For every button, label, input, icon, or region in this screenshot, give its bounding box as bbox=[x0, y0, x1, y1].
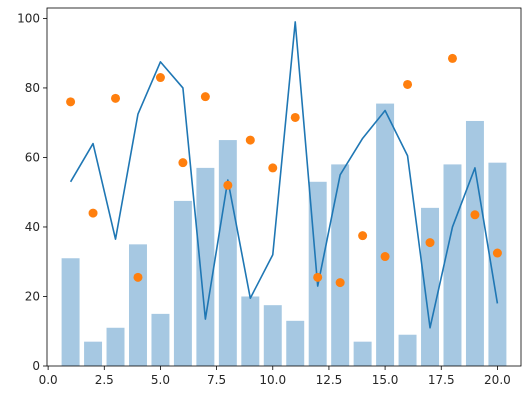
bar-series bbox=[61, 103, 507, 367]
bar-9 bbox=[241, 296, 260, 366]
y-tick-label: 60 bbox=[25, 150, 40, 164]
x-tick-label: 0.0 bbox=[39, 373, 58, 387]
x-tick-label: 15.0 bbox=[372, 373, 399, 387]
x-tick-label: 17.5 bbox=[428, 373, 455, 387]
scatter-point-5 bbox=[155, 73, 165, 83]
scatter-point-3 bbox=[111, 93, 121, 103]
bar-4 bbox=[128, 244, 147, 366]
bar-7 bbox=[196, 167, 215, 366]
x-tick-label: 5.0 bbox=[151, 373, 170, 387]
bar-15 bbox=[376, 103, 395, 367]
x-tick-label: 10.0 bbox=[259, 373, 286, 387]
scatter-point-19 bbox=[470, 210, 480, 220]
scatter-point-7 bbox=[200, 92, 210, 102]
bar-11 bbox=[286, 320, 305, 366]
bar-2 bbox=[84, 341, 103, 366]
bar-5 bbox=[151, 313, 170, 366]
scatter-point-13 bbox=[335, 278, 345, 288]
y-tick-label: 100 bbox=[17, 11, 40, 25]
x-tick-label: 12.5 bbox=[316, 373, 343, 387]
plot-frame bbox=[46, 7, 522, 367]
line-path bbox=[69, 21, 499, 329]
scatter-point-15 bbox=[380, 252, 390, 262]
bar-13 bbox=[331, 164, 350, 366]
scatter-point-8 bbox=[223, 180, 233, 190]
y-tick-label: 0 bbox=[32, 359, 40, 373]
scatter-point-1 bbox=[66, 97, 76, 107]
bar-10 bbox=[263, 305, 282, 366]
bar-3 bbox=[106, 327, 125, 366]
scatter-point-4 bbox=[133, 272, 143, 282]
scatter-point-12 bbox=[313, 272, 323, 282]
bar-17 bbox=[421, 207, 440, 366]
bar-18 bbox=[443, 164, 462, 366]
bar-14 bbox=[353, 341, 372, 366]
line-series bbox=[69, 21, 499, 329]
scatter-point-20 bbox=[492, 248, 502, 258]
scatter-point-2 bbox=[88, 208, 98, 218]
bar-6 bbox=[173, 200, 192, 366]
scatter-point-17 bbox=[425, 238, 435, 248]
scatter-point-14 bbox=[358, 231, 368, 241]
bar-16 bbox=[398, 334, 417, 366]
y-tick-label: 40 bbox=[25, 220, 40, 234]
tick-labels: 0.0 2.5 5.0 7.5 10.0 12.5 15.0 17.5 20.0 0 20 40 60 8… bbox=[17, 11, 511, 387]
scatter-point-10 bbox=[268, 163, 278, 173]
scatter-point-18 bbox=[447, 53, 457, 63]
bar-8 bbox=[218, 140, 237, 366]
scatter-point-11 bbox=[290, 112, 300, 122]
bar-1 bbox=[61, 258, 80, 366]
y-tick-label: 20 bbox=[25, 289, 40, 303]
axes bbox=[43, 7, 522, 370]
y-tick-label: 80 bbox=[25, 81, 40, 95]
scatter-point-16 bbox=[403, 79, 413, 89]
scatter-point-9 bbox=[245, 135, 255, 145]
x-tick-label: 20.0 bbox=[484, 373, 511, 387]
scatter-point-6 bbox=[178, 158, 188, 168]
x-tick-label: 2.5 bbox=[95, 373, 114, 387]
bar-20 bbox=[488, 162, 507, 366]
bar-19 bbox=[465, 120, 484, 366]
x-tick-label: 7.5 bbox=[207, 373, 226, 387]
scatter-series bbox=[66, 53, 502, 288]
